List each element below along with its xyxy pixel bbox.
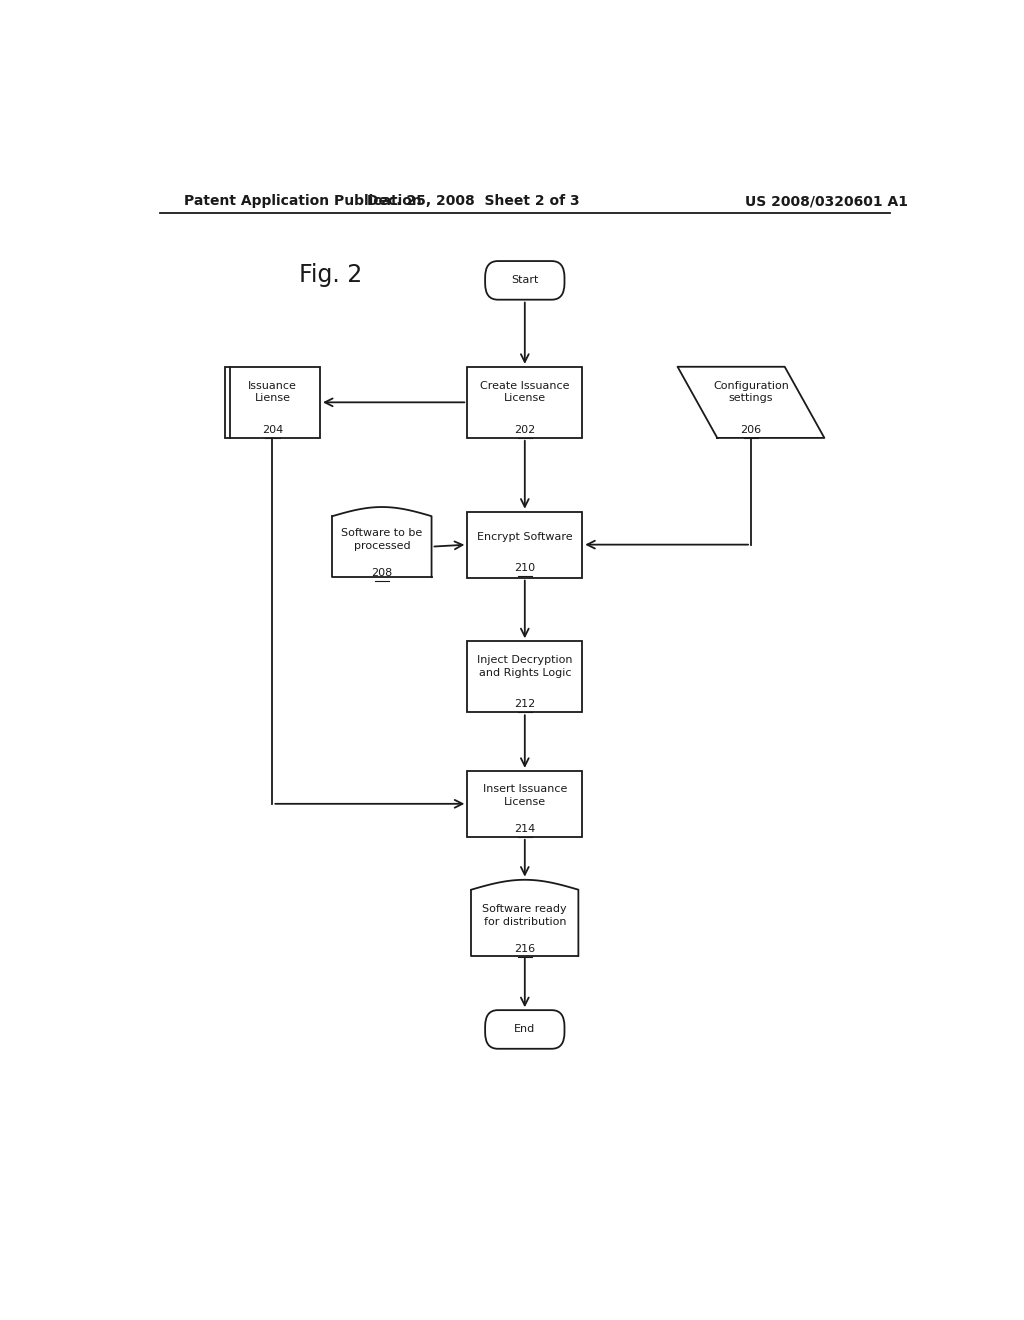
Text: End: End	[514, 1024, 536, 1035]
Text: 208: 208	[372, 568, 392, 578]
Bar	[467, 512, 583, 578]
Bar	[225, 367, 321, 438]
Text: 210: 210	[514, 564, 536, 573]
Bar	[467, 367, 583, 438]
Text: Software to be
processed: Software to be processed	[341, 528, 423, 550]
Polygon shape	[333, 507, 431, 577]
Text: 212: 212	[514, 700, 536, 709]
FancyBboxPatch shape	[485, 261, 564, 300]
Text: Issuance
Liense: Issuance Liense	[248, 381, 297, 404]
Text: 206: 206	[740, 425, 762, 434]
Text: Software ready
for distribution: Software ready for distribution	[482, 904, 567, 927]
Text: Insert Issuance
License: Insert Issuance License	[482, 784, 567, 807]
Polygon shape	[471, 880, 579, 956]
Text: Encrypt Software: Encrypt Software	[477, 532, 572, 541]
Text: Create Issuance
License: Create Issuance License	[480, 381, 569, 404]
Text: 202: 202	[514, 425, 536, 434]
Text: Start: Start	[511, 276, 539, 285]
Text: Inject Decryption
and Rights Logic: Inject Decryption and Rights Logic	[477, 656, 572, 677]
Text: Configuration
settings: Configuration settings	[713, 381, 788, 404]
Bar	[467, 771, 583, 837]
FancyBboxPatch shape	[485, 1010, 564, 1049]
Text: 216: 216	[514, 944, 536, 954]
Polygon shape	[678, 367, 824, 438]
Text: 214: 214	[514, 824, 536, 834]
Text: Fig. 2: Fig. 2	[299, 263, 361, 288]
Bar	[467, 642, 583, 713]
Text: Dec. 25, 2008  Sheet 2 of 3: Dec. 25, 2008 Sheet 2 of 3	[367, 194, 580, 209]
Text: Patent Application Publication: Patent Application Publication	[183, 194, 421, 209]
Text: 204: 204	[262, 425, 283, 434]
Text: US 2008/0320601 A1: US 2008/0320601 A1	[744, 194, 908, 209]
